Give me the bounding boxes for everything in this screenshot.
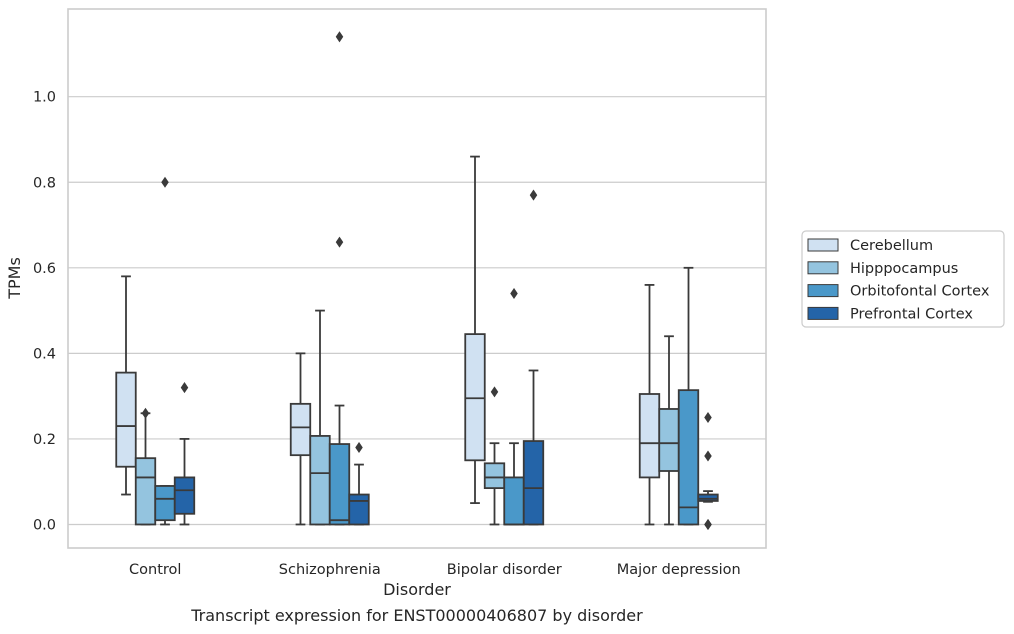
box-iqr bbox=[658, 408, 680, 472]
outlier-point bbox=[490, 386, 499, 398]
box-iqr bbox=[503, 476, 525, 526]
outlier-point bbox=[529, 189, 538, 201]
legend: Cerebellum Hipppocampus Orbitofontal Corte… bbox=[801, 230, 1005, 328]
outlier-point bbox=[180, 382, 189, 394]
box-iqr bbox=[697, 493, 719, 502]
box-cerebellum bbox=[638, 284, 661, 526]
outlier-point bbox=[335, 236, 344, 248]
plot-frame bbox=[67, 8, 767, 549]
box-iqr bbox=[348, 493, 370, 526]
box-cerebellum bbox=[464, 155, 486, 504]
legend-label: Orbitofontal Cortex bbox=[850, 284, 990, 300]
box-orbitofontal-cortex bbox=[677, 266, 700, 526]
box-iqr bbox=[638, 393, 661, 479]
y-axis-label: TPMs bbox=[5, 257, 24, 300]
box-iqr bbox=[154, 485, 176, 522]
y-tick-label: 0.8 bbox=[33, 175, 56, 191]
y-tick-label: 0.0 bbox=[33, 517, 56, 533]
x-tick-label: Major depression bbox=[617, 562, 741, 578]
legend-swatch bbox=[807, 261, 839, 275]
box-prefrontal-cortex bbox=[522, 189, 545, 526]
box-orbitofontal-cortex bbox=[503, 287, 525, 526]
box-prefrontal-cortex bbox=[173, 382, 196, 526]
y-tick-label: 0.6 bbox=[33, 261, 56, 277]
legend-swatch bbox=[807, 238, 839, 252]
y-tick-label: 0.2 bbox=[33, 432, 56, 448]
x-tick-labels: Control Schizophrenia Bipolar disorder Majo… bbox=[129, 562, 741, 578]
box-plot-chart: 0.0 0.2 0.4 0.6 0.8 1.0 Control Schizophrenia B… bbox=[5, 8, 1005, 599]
outlier-point bbox=[704, 411, 712, 424]
outlier-point bbox=[335, 31, 344, 43]
outlier-point bbox=[161, 176, 169, 188]
y-tick-label: 0.4 bbox=[33, 346, 56, 362]
box-hipppocampus bbox=[483, 386, 506, 526]
box-hipppocampus bbox=[309, 309, 331, 526]
box-orbitofontal-cortex bbox=[328, 31, 351, 526]
legend-label: Cerebellum bbox=[850, 238, 933, 254]
box-iqr bbox=[464, 333, 486, 462]
box-prefrontal-cortex bbox=[348, 441, 370, 526]
box-iqr bbox=[115, 371, 137, 468]
legend-label: Prefrontal Cortex bbox=[850, 306, 973, 322]
box-prefrontal-cortex bbox=[697, 411, 719, 531]
box-iqr bbox=[134, 457, 157, 526]
outlier-point bbox=[704, 518, 712, 531]
box-cerebellum bbox=[289, 352, 312, 526]
x-axis-label: Disorder bbox=[383, 580, 451, 599]
x-tick-label: Schizophrenia bbox=[279, 562, 381, 578]
legend-swatch bbox=[807, 284, 839, 298]
box-iqr bbox=[173, 476, 196, 515]
box-cerebellum bbox=[115, 275, 137, 496]
box-iqr bbox=[309, 435, 331, 526]
box-iqr bbox=[522, 440, 545, 526]
outlier-point bbox=[510, 287, 518, 300]
box-iqr bbox=[289, 402, 312, 457]
legend-swatch bbox=[807, 306, 839, 320]
x-tick-label: Bipolar disorder bbox=[447, 562, 562, 578]
x-tick-label: Control bbox=[129, 562, 181, 578]
box-iqr bbox=[677, 389, 700, 526]
outlier-point bbox=[141, 407, 150, 419]
y-tick-label: 1.0 bbox=[33, 90, 56, 106]
box-hipppocampus bbox=[134, 407, 157, 526]
box-orbitofontal-cortex bbox=[154, 176, 176, 526]
outlier-point bbox=[704, 450, 712, 462]
boxes bbox=[115, 31, 719, 531]
box-hipppocampus bbox=[658, 335, 680, 526]
outlier-point bbox=[355, 441, 363, 454]
legend-label: Hipppocampus bbox=[850, 261, 958, 277]
box-iqr bbox=[483, 462, 506, 490]
figure-caption: Transcript expression for ENST0000040680… bbox=[191, 606, 643, 625]
box-iqr bbox=[328, 443, 351, 526]
legend-frame bbox=[801, 230, 1005, 328]
y-tick-labels: 0.0 0.2 0.4 0.6 0.8 1.0 bbox=[33, 90, 56, 534]
